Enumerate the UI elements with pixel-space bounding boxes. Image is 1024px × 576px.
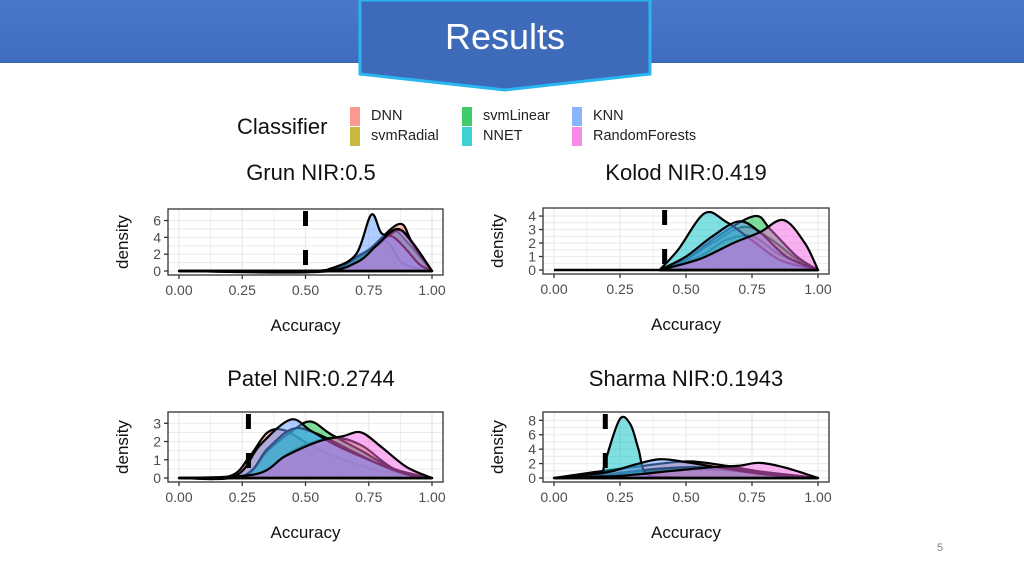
y-tick-label: 2 bbox=[528, 235, 536, 251]
y-tick-label: 2 bbox=[153, 434, 161, 450]
x-axis-label: Accuracy bbox=[271, 523, 341, 542]
legend-key-svmlinear bbox=[462, 107, 472, 126]
page-number: 5 bbox=[937, 542, 944, 554]
y-axis-label: density bbox=[113, 215, 132, 269]
legend-key-svmradial bbox=[350, 127, 360, 146]
density-randomforests bbox=[552, 461, 820, 480]
slide-title: Results bbox=[444, 16, 566, 57]
x-tick-label: 0.25 bbox=[606, 281, 633, 297]
x-tick-label: 1.00 bbox=[418, 489, 445, 505]
legend-label: svmLinear bbox=[483, 108, 550, 124]
panel-title: Kolod NIR:0.419 bbox=[605, 160, 767, 185]
x-tick-label: 1.00 bbox=[804, 281, 831, 297]
y-tick-label: 1 bbox=[153, 452, 161, 468]
x-tick-label: 0.50 bbox=[292, 489, 319, 505]
x-tick-label: 0.00 bbox=[540, 489, 567, 505]
title-tab bbox=[358, 0, 652, 92]
y-axis-label: density bbox=[488, 214, 507, 268]
x-tick-label: 0.50 bbox=[672, 281, 699, 297]
y-tick-label: 4 bbox=[528, 208, 536, 224]
x-axis-label: Accuracy bbox=[271, 316, 341, 335]
x-tick-label: 0.00 bbox=[165, 282, 192, 298]
legend-label: svmRadial bbox=[371, 128, 439, 144]
x-tick-label: 0.50 bbox=[672, 489, 699, 505]
x-tick-label: 0.50 bbox=[292, 282, 319, 298]
x-tick-label: 0.75 bbox=[355, 282, 382, 298]
legend-key-randomforests bbox=[572, 127, 582, 146]
x-tick-label: 0.25 bbox=[229, 489, 256, 505]
density-randomforests bbox=[658, 218, 820, 272]
y-tick-label: 3 bbox=[528, 222, 536, 238]
y-axis-label: density bbox=[113, 420, 132, 474]
y-tick-label: 3 bbox=[153, 415, 161, 431]
y-axis-label: density bbox=[488, 420, 507, 474]
y-tick-label: 0 bbox=[153, 263, 161, 279]
legend-label: DNN bbox=[371, 108, 403, 124]
legend-label: NNET bbox=[483, 128, 523, 144]
legend-key-nnet bbox=[462, 127, 472, 146]
y-tick-label: 8 bbox=[528, 412, 536, 428]
x-tick-label: 1.00 bbox=[418, 282, 445, 298]
density-randomforests bbox=[177, 430, 434, 480]
y-tick-label: 2 bbox=[153, 246, 161, 262]
legend-label: KNN bbox=[593, 108, 624, 124]
x-tick-label: 0.75 bbox=[355, 489, 382, 505]
y-tick-label: 0 bbox=[528, 262, 536, 278]
x-axis-label: Accuracy bbox=[651, 523, 721, 542]
legend-title: Classifier bbox=[237, 114, 328, 139]
y-tick-label: 0 bbox=[528, 470, 536, 486]
y-tick-label: 1 bbox=[528, 249, 536, 265]
panel-title: Grun NIR:0.5 bbox=[246, 160, 376, 185]
x-tick-label: 0.75 bbox=[738, 281, 765, 297]
x-tick-label: 0.25 bbox=[606, 489, 633, 505]
x-tick-label: 0.00 bbox=[540, 281, 567, 297]
legend-label: RandomForests bbox=[593, 128, 697, 144]
panel-title: Patel NIR:0.2744 bbox=[227, 366, 395, 391]
legend-key-dnn bbox=[350, 107, 360, 126]
y-tick-label: 2 bbox=[528, 456, 536, 472]
x-tick-label: 1.00 bbox=[804, 489, 831, 505]
y-tick-label: 4 bbox=[528, 441, 536, 457]
panel-title: Sharma NIR:0.1943 bbox=[588, 366, 784, 391]
x-tick-label: 0.25 bbox=[229, 282, 256, 298]
y-tick-label: 0 bbox=[153, 470, 161, 486]
legend-key-knn bbox=[572, 107, 582, 126]
x-axis-label: Accuracy bbox=[651, 315, 721, 334]
x-tick-label: 0.75 bbox=[738, 489, 765, 505]
x-tick-label: 0.00 bbox=[165, 489, 192, 505]
y-tick-label: 4 bbox=[153, 229, 161, 245]
y-tick-label: 6 bbox=[528, 427, 536, 443]
y-tick-label: 6 bbox=[153, 213, 161, 229]
